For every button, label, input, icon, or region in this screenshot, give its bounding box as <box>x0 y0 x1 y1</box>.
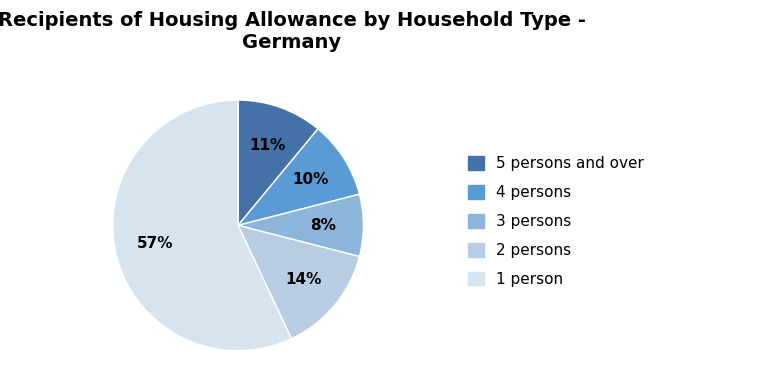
Wedge shape <box>238 194 363 257</box>
Text: 8%: 8% <box>310 218 336 233</box>
Wedge shape <box>238 100 318 225</box>
Wedge shape <box>113 100 291 351</box>
Text: 14%: 14% <box>286 272 322 287</box>
Wedge shape <box>238 225 359 339</box>
Wedge shape <box>238 129 359 225</box>
Text: 10%: 10% <box>292 172 328 187</box>
Text: 11%: 11% <box>249 138 285 153</box>
Text: Recipients of Housing Allowance by Household Type -
Germany: Recipients of Housing Allowance by House… <box>0 11 586 52</box>
Text: 57%: 57% <box>137 236 173 251</box>
Legend: 5 persons and over, 4 persons, 3 persons, 2 persons, 1 person: 5 persons and over, 4 persons, 3 persons… <box>468 156 644 287</box>
